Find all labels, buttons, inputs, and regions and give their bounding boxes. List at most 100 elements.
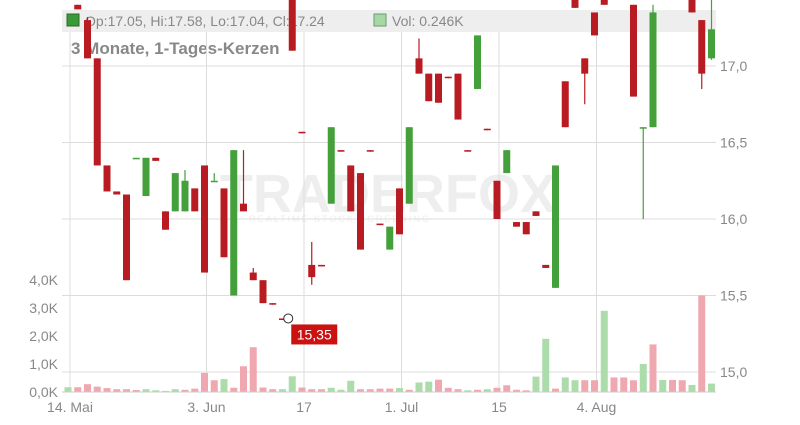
x-tick-label: 15 bbox=[491, 399, 507, 415]
volume-bar bbox=[688, 385, 696, 392]
candle-body bbox=[327, 127, 335, 204]
volume-bar bbox=[542, 338, 550, 392]
candle-body bbox=[581, 58, 589, 74]
volume-bar bbox=[259, 387, 267, 392]
candle-body bbox=[503, 150, 511, 174]
candle-body bbox=[318, 264, 325, 267]
volume-bar bbox=[435, 379, 442, 392]
volume-bar bbox=[376, 388, 384, 392]
x-tick-label: 17 bbox=[296, 399, 312, 415]
candle-body bbox=[415, 58, 423, 74]
candle-body bbox=[347, 165, 355, 212]
volume-bar bbox=[669, 379, 676, 392]
price-tick-label: 16,0 bbox=[720, 211, 747, 227]
price-tick-label: 17,0 bbox=[720, 58, 747, 74]
volume-bar bbox=[503, 385, 511, 392]
volume-bar bbox=[181, 389, 189, 392]
volume-bar bbox=[600, 310, 608, 392]
candle-body bbox=[513, 222, 520, 227]
candlesticks bbox=[74, 0, 715, 320]
volume-bar bbox=[425, 381, 433, 392]
volume-bar bbox=[444, 387, 452, 392]
candle-body bbox=[522, 222, 530, 235]
legend-band bbox=[62, 10, 716, 32]
candle-body bbox=[688, 0, 696, 13]
candle-body bbox=[288, 0, 296, 51]
volume-bar bbox=[474, 389, 481, 392]
volume-bar bbox=[64, 387, 72, 392]
low-badge bbox=[291, 324, 338, 345]
volume-bar bbox=[152, 390, 160, 392]
candle-body bbox=[249, 272, 257, 281]
candle-body bbox=[366, 150, 374, 152]
volume-bar bbox=[552, 388, 559, 392]
volume-bar bbox=[279, 389, 286, 392]
candle-body bbox=[532, 211, 540, 216]
candle-body bbox=[571, 0, 579, 8]
candle-body bbox=[230, 150, 238, 296]
volume-bar bbox=[142, 389, 150, 392]
candle-body bbox=[240, 203, 247, 212]
volume-bar bbox=[171, 389, 179, 392]
volume-tick-label: 2,0K bbox=[29, 328, 58, 344]
volume-bar bbox=[220, 379, 228, 392]
price-axis: 15,015,516,016,517,017,518,018,519,0 bbox=[720, 58, 747, 380]
volume-bar bbox=[308, 389, 316, 392]
candle-body bbox=[561, 81, 569, 128]
volume-bar bbox=[698, 295, 706, 392]
volume-bar bbox=[678, 380, 686, 392]
candle-body bbox=[396, 188, 403, 235]
volume-bar bbox=[454, 389, 462, 392]
volume-bar bbox=[230, 387, 238, 392]
volume-bar bbox=[74, 387, 82, 392]
candle-body bbox=[279, 318, 286, 320]
volume-bar bbox=[288, 376, 296, 392]
price-tick-label: 15,5 bbox=[720, 288, 747, 304]
volume-bar bbox=[201, 372, 208, 392]
volume-bar bbox=[610, 377, 618, 392]
candle-body bbox=[708, 29, 715, 59]
candle-body bbox=[474, 35, 481, 89]
volume-tick-label: 1,0K bbox=[29, 356, 58, 372]
legend: Op:17.05, Hi:17.58, Lo:17.04, Cl:17.24 V… bbox=[66, 13, 464, 29]
volume-bar bbox=[464, 390, 472, 392]
candle-body bbox=[74, 4, 82, 10]
candle-body bbox=[298, 131, 306, 134]
candle-body bbox=[259, 280, 267, 304]
candle-body bbox=[308, 264, 316, 278]
volume-bar bbox=[103, 388, 111, 392]
volume-bar bbox=[249, 347, 257, 392]
candle-body bbox=[591, 12, 598, 36]
chart-subtitle: 3 Monate, 1-Tages-Kerzen bbox=[71, 39, 279, 58]
candle-body bbox=[123, 194, 130, 281]
volume-bar bbox=[210, 380, 218, 392]
volume-bars bbox=[64, 295, 715, 392]
volume-bar bbox=[708, 383, 715, 392]
volume-bar bbox=[396, 388, 403, 392]
volume-legend-text: Vol: 0.246K bbox=[392, 13, 464, 29]
candle-body bbox=[201, 165, 208, 273]
volume-bar bbox=[522, 390, 530, 392]
annotations: 18,8415,35 bbox=[283, 313, 338, 345]
candle-body bbox=[464, 150, 472, 152]
volume-bar bbox=[366, 389, 374, 392]
volume-bar bbox=[327, 387, 335, 392]
candle-body bbox=[191, 188, 199, 212]
candle-body bbox=[639, 127, 647, 129]
candle-body bbox=[357, 173, 364, 250]
volume-bar bbox=[483, 389, 491, 392]
volume-bar bbox=[113, 389, 121, 392]
volume-tick-label: 3,0K bbox=[29, 300, 58, 316]
candle-body bbox=[386, 226, 394, 250]
volume-bar bbox=[513, 389, 520, 392]
volume-bar bbox=[620, 377, 628, 392]
candle-body bbox=[493, 180, 501, 219]
x-tick-label: 3. Jun bbox=[187, 399, 225, 415]
volume-bar bbox=[386, 388, 394, 392]
candle-body bbox=[210, 180, 218, 183]
candle-body bbox=[630, 4, 637, 97]
volume-tick-label: 4,0K bbox=[29, 272, 58, 288]
candle-body bbox=[220, 188, 228, 258]
volume-bar bbox=[357, 389, 364, 392]
candle-body bbox=[552, 165, 559, 288]
